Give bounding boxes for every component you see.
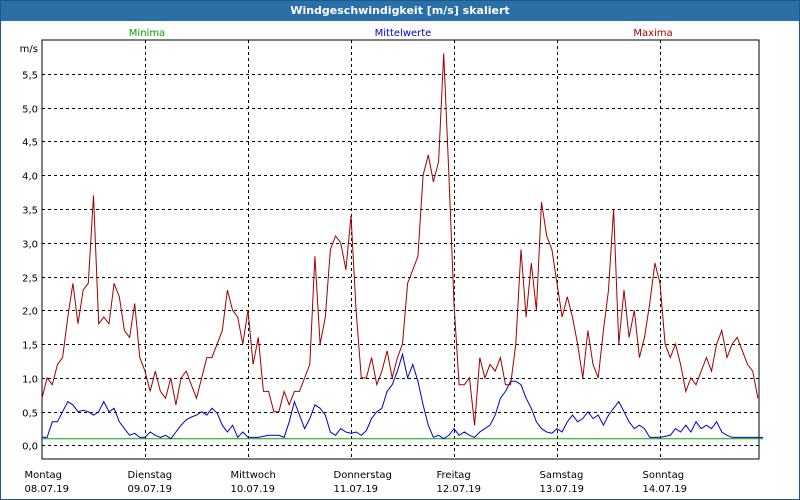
y-tick-label: 4,0 <box>22 172 38 183</box>
series-line <box>42 352 763 440</box>
x-tick-day: Donnerstag <box>334 470 392 481</box>
window-title: Windgeschwindigkeit [m/s] skaliert <box>1 1 799 21</box>
y-tick-label: 4,5 <box>22 138 38 149</box>
x-tick-date: 09.07.19 <box>128 484 173 495</box>
x-tick-day: Mittwoch <box>231 470 276 481</box>
x-tick-day: Montag <box>25 470 62 481</box>
legend-entry: Maxima <box>633 28 672 39</box>
plot-frame <box>41 39 760 460</box>
x-tick-day: Freitag <box>437 470 471 481</box>
y-tick-label: 0,5 <box>22 409 38 420</box>
x-tick-date: 14.07.19 <box>643 484 688 495</box>
x-tick-date: 11.07.19 <box>334 484 379 495</box>
x-tick-date: 08.07.19 <box>25 484 70 495</box>
y-tick-label: 1,5 <box>22 341 38 352</box>
y-tick-label: 1,0 <box>22 375 38 386</box>
y-tick-label: 2,5 <box>22 274 38 285</box>
x-tick-date: 10.07.19 <box>231 484 276 495</box>
x-tick-date: 12.07.19 <box>437 484 482 495</box>
y-tick-label: 2,0 <box>22 307 38 318</box>
legend-entry: Mittelwerte <box>375 28 432 39</box>
x-tick-day: Dienstag <box>128 470 173 481</box>
legend-entry: Minima <box>129 28 165 39</box>
y-axis-label: m/s <box>20 44 38 55</box>
x-tick-date: 13.07.19 <box>540 484 585 495</box>
x-tick-day: Samstag <box>540 470 584 481</box>
x-tick-day: Sonntag <box>643 470 685 481</box>
y-tick-label: 0,0 <box>22 442 38 453</box>
y-tick-label: 5,5 <box>22 71 38 82</box>
y-tick-label: 3,5 <box>22 206 38 217</box>
y-tick-label: 5,0 <box>22 105 38 116</box>
line-chart: 0,0 0,5 1,0 1,5 2,0 2,5 3,0 3,5 4,0 4,5 5,0 5,5 m/s M… <box>20 28 763 495</box>
y-tick-label: 3,0 <box>22 240 38 251</box>
series-line <box>41 53 759 426</box>
